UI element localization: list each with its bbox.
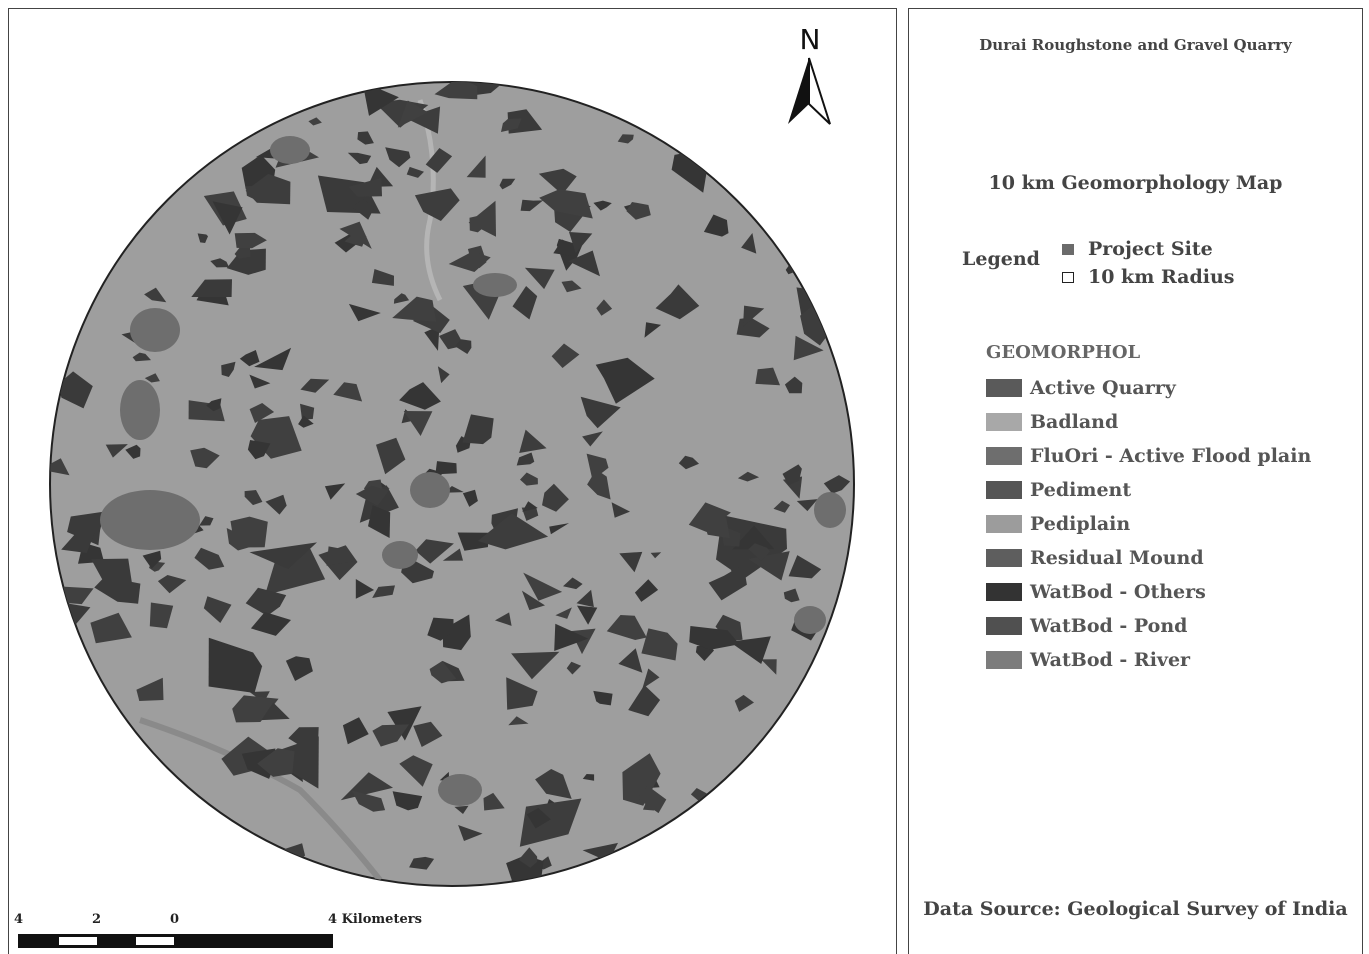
north-label: N — [780, 26, 840, 54]
geomorph-class-item: Badland — [986, 411, 1118, 433]
scale-bar — [18, 934, 333, 948]
geomorph-polygon — [120, 380, 160, 440]
geomorph-polygon — [130, 308, 180, 352]
geomorph-class-item: WatBod - Pond — [986, 615, 1187, 637]
geomorph-class-item: Residual Mound — [986, 547, 1204, 569]
geomorph-class-label: FluOri - Active Flood plain — [1030, 445, 1311, 467]
scale-segment — [136, 937, 174, 945]
geomorph-class-item: WatBod - Others — [986, 581, 1206, 603]
geomorph-class-swatch — [986, 515, 1022, 533]
north-arrow: N — [780, 26, 840, 138]
geomorph-class-swatch — [986, 413, 1022, 431]
geomorph-class-label: Residual Mound — [1030, 547, 1204, 569]
geomorph-class-item: FluOri - Active Flood plain — [986, 445, 1311, 467]
geomorph-class-label: Badland — [1030, 411, 1118, 433]
geomorph-class-label: Pediment — [1030, 479, 1131, 501]
geomorph-class-label: Pediplain — [1030, 513, 1130, 535]
legend-project-site: Project Site — [1062, 238, 1213, 260]
geomorph-polygon — [794, 606, 826, 634]
geomorph-class-swatch — [986, 651, 1022, 669]
geomorphology-map — [0, 0, 900, 954]
geomorph-class-swatch — [986, 379, 1022, 397]
project-site-swatch — [1062, 244, 1074, 255]
legend-item-label: Project Site — [1088, 238, 1213, 260]
geomorph-class-swatch — [986, 617, 1022, 635]
geomorph-class-item: Pediment — [986, 479, 1131, 501]
scale-label: 4 Kilometers — [328, 912, 422, 927]
geomorph-class-label: WatBod - Pond — [1030, 615, 1187, 637]
geomorph-class-item: WatBod - River — [986, 649, 1190, 671]
geomorph-class-label: Active Quarry — [1030, 377, 1176, 399]
scale-label: 4 — [14, 912, 23, 927]
geomorph-polygon — [231, 517, 268, 548]
geomorph-class-item: Active Quarry — [986, 377, 1176, 399]
geomorph-polygon — [473, 273, 517, 297]
geomorph-class-swatch — [986, 549, 1022, 567]
geomorph-class-swatch — [986, 583, 1022, 601]
geomorph-class-swatch — [986, 481, 1022, 499]
geomorph-polygon — [410, 472, 450, 508]
geomorph-class-swatch — [986, 447, 1022, 465]
legend-label: Legend — [962, 248, 1040, 270]
map-title: 10 km Geomorphology Map — [908, 172, 1363, 194]
scale-label: 0 — [170, 912, 179, 927]
quarry-title: Durai Roughstone and Gravel Quarry — [908, 36, 1363, 54]
radius-swatch — [1062, 272, 1074, 283]
geomorph-polygon — [435, 461, 456, 474]
scale-labels: 4 2 0 4 Kilometers — [0, 912, 900, 932]
data-source: Data Source: Geological Survey of India — [908, 898, 1363, 920]
geomorph-class-label: WatBod - Others — [1030, 581, 1206, 603]
legend-panel — [908, 8, 1363, 954]
geomorph-polygon — [382, 541, 418, 569]
geomorph-polygon — [814, 492, 846, 528]
scale-label: 2 — [92, 912, 101, 927]
legend-radius: 10 km Radius — [1062, 266, 1235, 288]
north-arrow-icon — [780, 54, 840, 134]
geomorphology-heading: GEOMORPHOL — [986, 342, 1140, 363]
geomorph-polygon — [438, 774, 482, 806]
legend-item-label: 10 km Radius — [1088, 266, 1235, 288]
geomorph-class-item: Pediplain — [986, 513, 1130, 535]
geomorph-polygon — [270, 136, 310, 164]
geomorph-polygon — [100, 490, 200, 550]
geomorph-class-label: WatBod - River — [1030, 649, 1190, 671]
scale-segment — [59, 937, 97, 945]
